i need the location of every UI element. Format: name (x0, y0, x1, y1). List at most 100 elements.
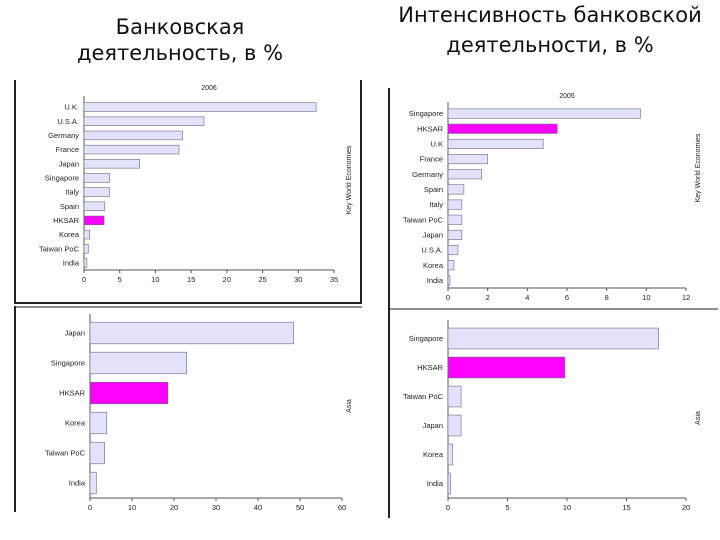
chart-asia-banking-intensity: 0 5 10 15 20 Singapore HKSAR Taiwan PoC Japan Kor… (388, 308, 718, 518)
category-label: Germany (412, 170, 443, 179)
bar (83, 159, 141, 169)
x-tick-label: 4 (525, 293, 529, 302)
category-label: India (69, 479, 86, 488)
chart-asia-banking: 0 10 20 30 40 50 60 Japan Singapore HKSAR Korea Tai… (14, 306, 362, 512)
chart-title: 2005 (559, 93, 575, 100)
bar (89, 471, 97, 495)
category-label: France (420, 155, 443, 164)
x-tick-label: 20 (223, 275, 231, 284)
x-tick-label: 20 (170, 503, 178, 512)
x-tick-label: 15 (622, 503, 630, 512)
category-label: Singapore (409, 334, 443, 343)
side-label: Key World Economies (695, 133, 702, 202)
bar (447, 154, 488, 165)
bar (447, 199, 463, 210)
x-tick-label: 25 (258, 275, 266, 284)
bar (83, 229, 91, 240)
category-label: HKSAR (53, 216, 79, 225)
bar (447, 138, 544, 149)
bar (447, 472, 451, 495)
side-label: Key World Economies (346, 145, 353, 214)
category-label: Korea (423, 261, 444, 270)
category-label: Italy (429, 200, 443, 209)
chart-banking-intensity-2005: 2005 0 2 4 6 8 10 12 Singapore HKSAR U.K France Germ… (388, 88, 718, 310)
bar (89, 441, 105, 465)
x-tick-label: 40 (254, 503, 262, 512)
chart-svg: 2005 0 2 4 6 8 10 12 Singapore HKSAR U.K France Germ… (388, 88, 702, 310)
category-label: HKSAR (59, 389, 85, 398)
x-tick-label: 5 (118, 275, 122, 284)
category-label: U.K (430, 140, 443, 149)
x-tick-label: 10 (563, 503, 571, 512)
bar (447, 414, 462, 437)
x-tick-label: 10 (642, 293, 650, 302)
x-tick-label: 35 (330, 275, 338, 284)
category-label: India (427, 276, 444, 285)
x-tick-label: 10 (151, 275, 159, 284)
panel-frame (14, 80, 362, 304)
category-label: Taiwan PoC (403, 215, 444, 224)
x-tick-label: 50 (296, 503, 304, 512)
category-label: Italy (65, 188, 79, 197)
category-label: Korea (65, 419, 86, 428)
category-label: U.S.A. (57, 117, 79, 126)
x-tick-label: 30 (212, 503, 220, 512)
category-label: India (427, 479, 444, 488)
bar (447, 108, 641, 119)
x-tick-label: 5 (505, 503, 509, 512)
category-label: Korea (423, 450, 444, 459)
bar (89, 381, 168, 405)
bar (447, 214, 463, 225)
category-label: Spain (424, 185, 443, 194)
bar (447, 356, 565, 379)
category-label: Japan (65, 329, 85, 338)
x-tick-label: 12 (682, 293, 690, 302)
chart-svg: 0 5 10 15 20 Singapore HKSAR Taiwan PoC Japan Kor… (388, 308, 718, 518)
category-label: Taiwan PoC (39, 244, 80, 253)
chart-svg: 0 10 20 30 40 50 60 Japan Singapore HKSAR Korea Tai… (14, 306, 362, 512)
category-label: Taiwan PoC (403, 392, 444, 401)
category-label: France (56, 145, 79, 154)
bar (447, 123, 558, 134)
x-tick-label: 0 (446, 503, 450, 512)
bar (89, 411, 108, 435)
bar (83, 130, 183, 141)
x-tick-label: 0 (88, 503, 92, 512)
bar (83, 258, 88, 268)
chart-title: 2006 (201, 85, 217, 92)
bar (83, 187, 111, 197)
x-tick-label: 30 (294, 275, 302, 284)
panel-frame (388, 308, 718, 518)
category-label: HKSAR (417, 124, 443, 133)
bar (83, 244, 89, 254)
category-label: Korea (59, 230, 80, 239)
bar (89, 351, 187, 375)
category-label: Japan (423, 421, 443, 430)
bar (83, 215, 105, 226)
category-label: Singapore (409, 109, 443, 118)
category-label: Singapore (45, 174, 79, 183)
chart-uk-banking-2006: 2006 0 5 10 15 20 25 30 35 U.K. U.S.A. Germany Franc… (14, 80, 362, 304)
side-label: Asia (346, 399, 353, 413)
panel-frame (14, 306, 362, 512)
chart-svg: 2006 0 5 10 15 20 25 30 35 U.K. U.S.A. Germany Franc… (14, 80, 362, 304)
bar (447, 275, 451, 286)
left-heading: Банковская деятельность, в % (76, 15, 284, 66)
right-heading: Интенсивность банковской деятельности, в… (398, 3, 702, 58)
bar (83, 201, 106, 211)
category-label: Germany (48, 131, 79, 140)
x-tick-label: 20 (682, 503, 690, 512)
category-label: Japan (59, 159, 79, 168)
bar (447, 260, 455, 271)
category-label: India (63, 259, 80, 268)
x-tick-label: 0 (446, 293, 450, 302)
bar (447, 385, 462, 408)
bar (89, 321, 294, 345)
category-label: HKSAR (417, 363, 443, 372)
bar (447, 245, 459, 256)
bar (447, 184, 465, 195)
bar (83, 116, 205, 126)
bar (447, 169, 483, 180)
bar (83, 102, 317, 112)
x-tick-label: 15 (187, 275, 195, 284)
